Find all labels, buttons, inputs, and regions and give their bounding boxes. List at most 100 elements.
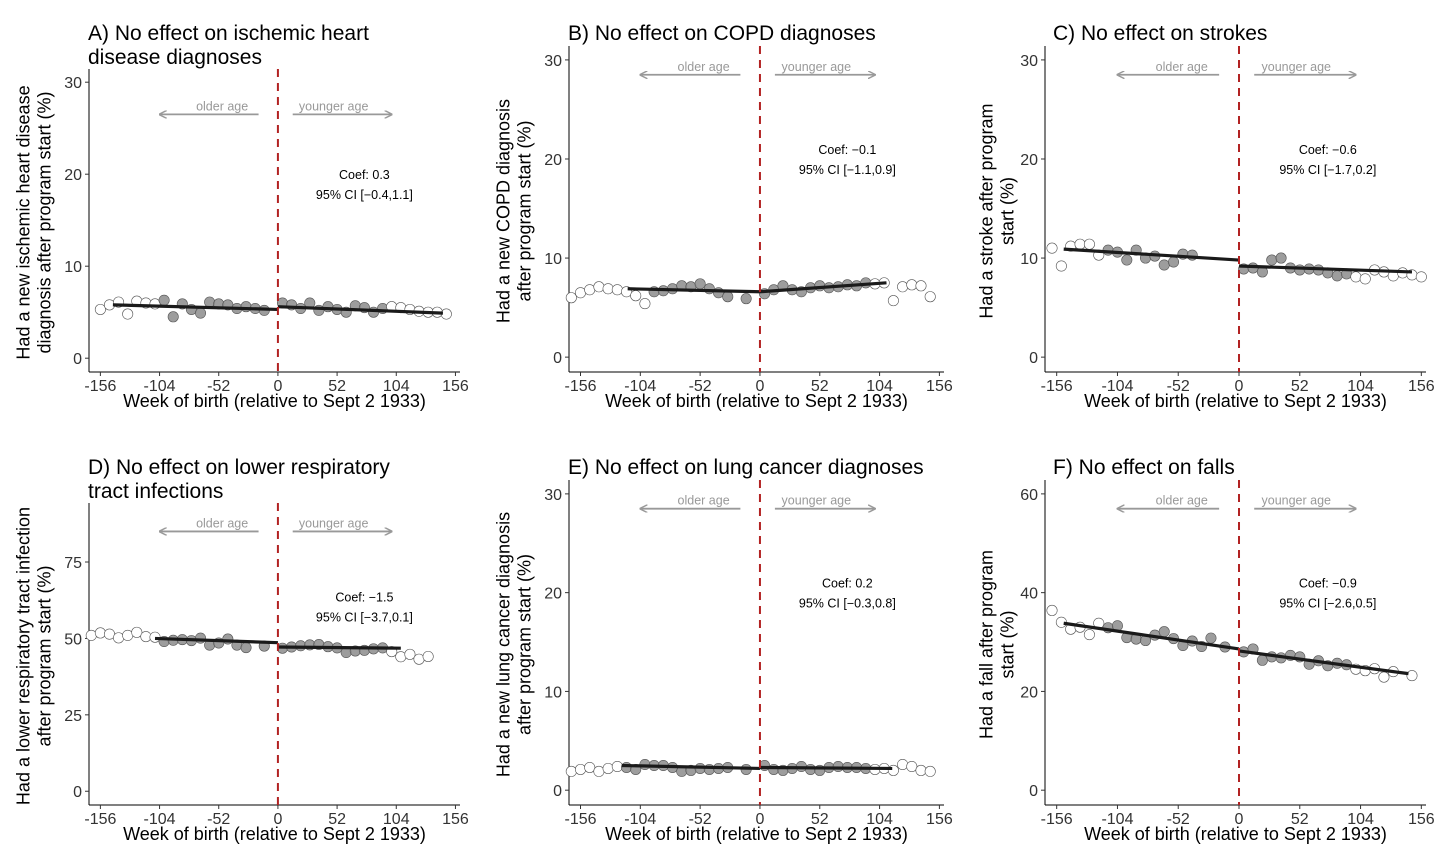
data-point (1168, 256, 1180, 268)
older-age-label: older age (196, 99, 248, 113)
younger-age-label: younger age (782, 494, 852, 508)
data-point (1331, 270, 1343, 282)
data-point (113, 632, 125, 644)
fit-line (1063, 247, 1240, 262)
x-tick-label: -104 (144, 811, 176, 828)
younger-age-label: younger age (1262, 60, 1332, 74)
x-tick-label: 52 (328, 811, 346, 828)
data-point (195, 632, 207, 644)
data-point (1205, 632, 1217, 644)
x-tick-label: -52 (1167, 378, 1190, 395)
data-point (1266, 254, 1278, 266)
fit-line (621, 763, 760, 771)
y-axis-label: start (%) (998, 177, 1018, 245)
x-tick-label: 0 (755, 811, 764, 828)
data-point (887, 764, 899, 776)
x-tick-label: 52 (1291, 378, 1309, 395)
data-point (924, 291, 936, 303)
y-tick-label: 20 (544, 586, 562, 603)
data-point (924, 765, 936, 777)
x-tick-label: -52 (1167, 811, 1190, 828)
y-tick-label: 50 (64, 631, 82, 648)
x-tick-label: 0 (273, 378, 282, 395)
x-tick-label: 104 (1347, 378, 1374, 395)
data-point (240, 301, 252, 313)
panel-e: E) No effect on lung cancer diagnoses -15… (494, 456, 953, 844)
y-axis-label: after program start (%) (515, 554, 535, 735)
data-point (404, 648, 416, 660)
older-age-label: older age (678, 494, 730, 508)
data-point (1046, 242, 1058, 254)
y-tick-label: 10 (544, 684, 562, 701)
x-tick-label: 0 (273, 811, 282, 828)
y-tick-label: 10 (1020, 251, 1038, 268)
y-axis-label: Had a stroke after program (977, 103, 997, 318)
data-point (575, 763, 587, 775)
panel-title: B) No effect on COPD diagnoses (568, 22, 876, 45)
fit-line (759, 765, 893, 771)
data-point (1415, 271, 1427, 283)
x-axis-label: Week of birth (relative to Sept 2 1933) (1084, 391, 1387, 411)
panel-title: A) No effect on ischemic heart (88, 22, 369, 45)
x-tick-label: -104 (1101, 811, 1133, 828)
fit-line (1238, 264, 1413, 274)
data-point (413, 653, 425, 665)
y-tick-label: 0 (73, 351, 82, 368)
y-axis-label: after program start (%) (515, 120, 535, 301)
y-tick-label: 75 (64, 555, 82, 572)
x-tick-label: 156 (1408, 811, 1435, 828)
data-point (1046, 604, 1058, 616)
y-tick-label: 20 (64, 167, 82, 184)
data-point (1275, 252, 1287, 264)
x-tick-label: -52 (207, 378, 230, 395)
data-point (768, 763, 780, 775)
data-point (1083, 238, 1095, 250)
data-point (1378, 671, 1390, 683)
data-point (915, 764, 927, 776)
younger-age-label: younger age (782, 60, 852, 74)
x-tick-label: 52 (1291, 811, 1309, 828)
younger-age-label: younger age (299, 99, 369, 113)
data-point (639, 298, 651, 310)
panel-f: F) No effect on falls -156 -104 -52 0 52 104 15… (977, 456, 1435, 844)
x-tick-label: 156 (926, 811, 953, 828)
x-tick-label: -52 (689, 811, 712, 828)
fit-line (1238, 649, 1409, 676)
ci-annotation: 95% CI [−1.1,0.9] (799, 163, 896, 177)
x-tick-label: -52 (207, 811, 230, 828)
data-point (915, 280, 927, 292)
data-point (1158, 259, 1170, 271)
y-tick-label: 30 (1020, 53, 1038, 70)
x-tick-label: -52 (689, 378, 712, 395)
y-tick-label: 0 (1029, 350, 1038, 367)
older-age-label: older age (196, 516, 248, 530)
x-tick-label: 0 (1235, 378, 1244, 395)
data-point (1359, 273, 1371, 285)
y-tick-label: 20 (1020, 152, 1038, 169)
fit-line (759, 281, 887, 294)
panel-title: disease diagnoses (88, 46, 262, 69)
data-point (1121, 254, 1133, 266)
data-point (584, 761, 596, 773)
older-age-label: older age (1156, 60, 1208, 74)
y-tick-label: 0 (1029, 783, 1038, 800)
ci-annotation: 95% CI [−2.6,0.5] (1279, 597, 1376, 611)
panel-title: E) No effect on lung cancer diagnoses (568, 456, 924, 479)
x-tick-label: 156 (926, 378, 953, 395)
data-point (575, 287, 587, 299)
panel-title: D) No effect on lower respiratory (88, 456, 390, 479)
panel-title: F) No effect on falls (1053, 456, 1235, 479)
ci-annotation: 95% CI [−1.7,0.2] (1279, 163, 1376, 177)
coef-annotation: Coef: 0.2 (822, 577, 873, 591)
x-axis-label: Week of birth (relative to Sept 2 1933) (605, 391, 908, 411)
y-axis-label: Had a new COPD diagnosis (494, 99, 514, 323)
y-tick-label: 30 (544, 53, 562, 70)
data-point (158, 294, 170, 306)
y-tick-label: 20 (1020, 684, 1038, 701)
data-point (713, 287, 725, 299)
fit-line (112, 303, 278, 312)
data-point (422, 650, 434, 662)
data-point (740, 293, 752, 305)
x-tick-label: 52 (811, 811, 829, 828)
fit-line (1063, 621, 1240, 651)
